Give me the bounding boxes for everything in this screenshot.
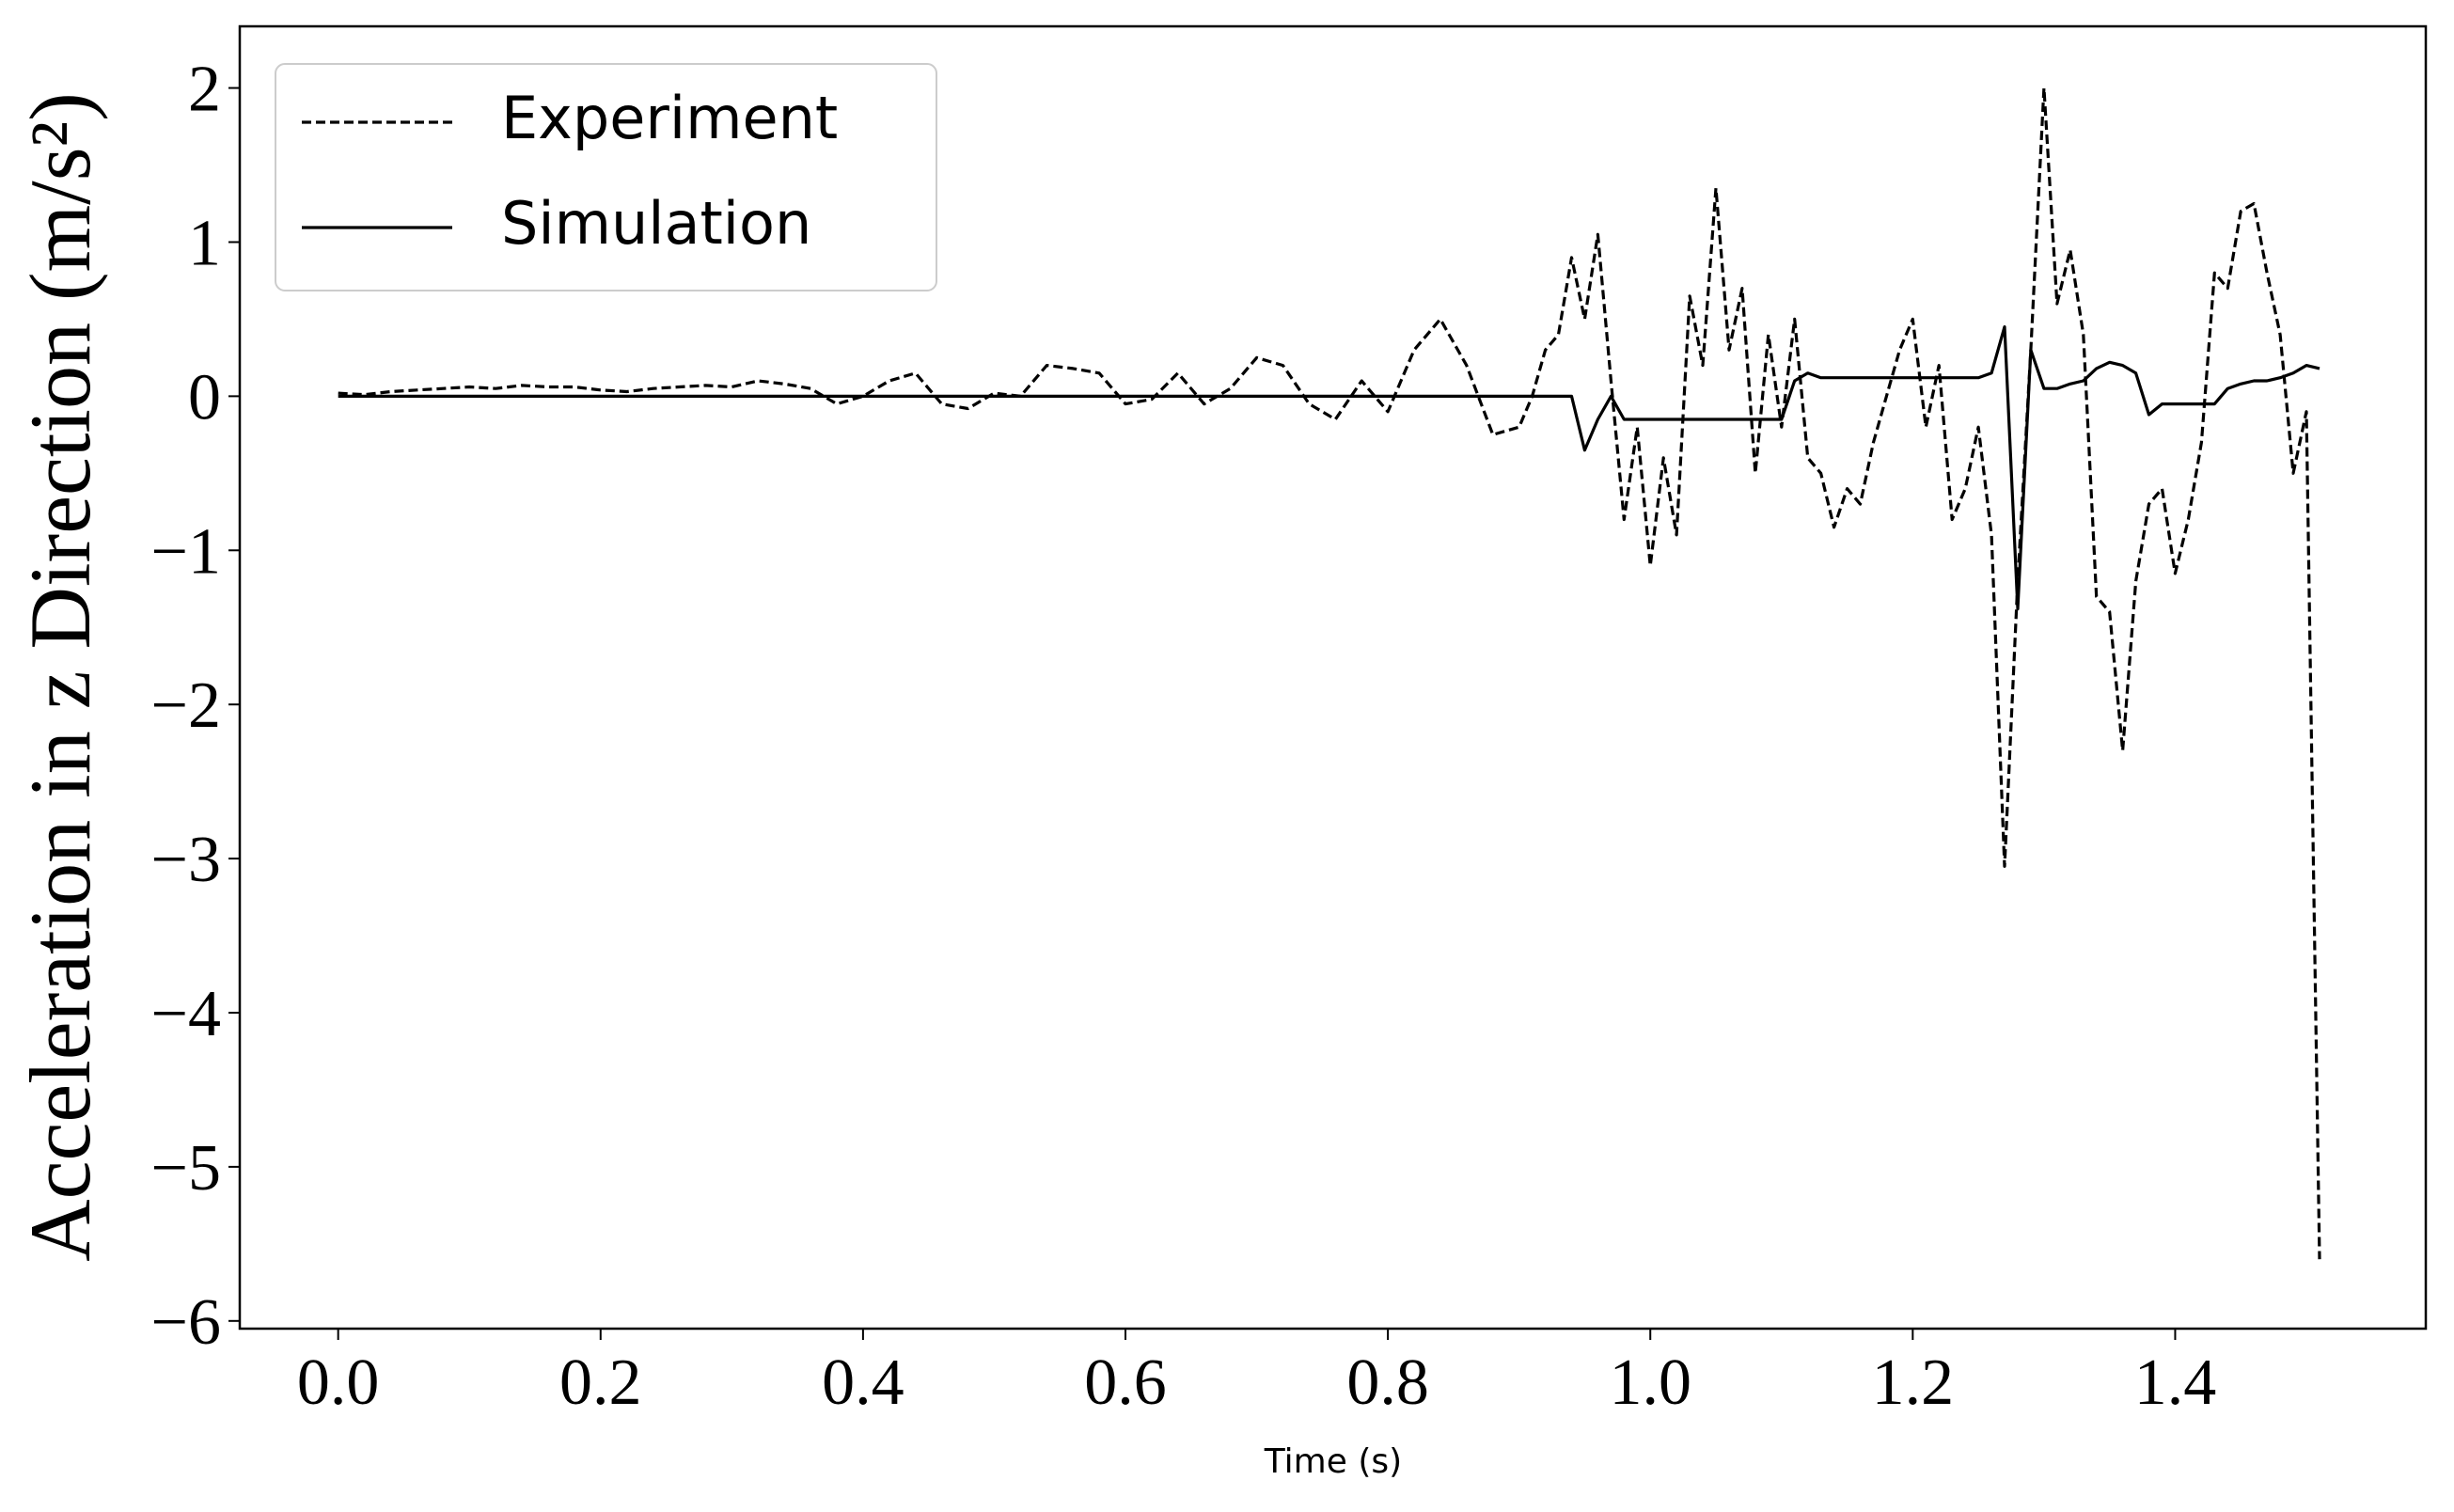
x-tick-label: 0.6	[1084, 1347, 1167, 1419]
y-axis-label: Acceleration in z Direction (m/s²)	[12, 92, 108, 1262]
x-tick-label: 0.2	[559, 1347, 642, 1419]
x-tick-label: 1.2	[1872, 1347, 1955, 1419]
x-tick-label: 0.4	[822, 1347, 905, 1419]
plot-frame	[238, 24, 2428, 1331]
y-tick-label: −5	[151, 1132, 221, 1205]
y-tick-label: −2	[151, 669, 221, 742]
y-tick-label: −6	[151, 1286, 221, 1359]
legend-box	[275, 63, 937, 291]
y-tick-label: −1	[151, 515, 221, 588]
data-line	[338, 87, 2321, 1260]
y-tick-label: 2	[188, 54, 221, 126]
x-tick-label: 1.4	[2134, 1347, 2217, 1419]
data-line	[338, 325, 2320, 611]
x-axis-label: Time (s)	[1264, 1442, 1402, 1481]
x-tick-label: 0.0	[297, 1347, 380, 1419]
y-tick-label: −4	[151, 978, 221, 1050]
legend-label: Experiment	[501, 84, 838, 152]
y-tick-label: 1	[188, 207, 221, 279]
y-tick-label: −3	[151, 824, 221, 896]
y-tick-label: 0	[188, 361, 221, 433]
x-tick-label: 0.8	[1346, 1347, 1429, 1419]
legend-label: Simulation	[501, 189, 811, 258]
x-tick-label: 1.0	[1609, 1347, 1691, 1419]
